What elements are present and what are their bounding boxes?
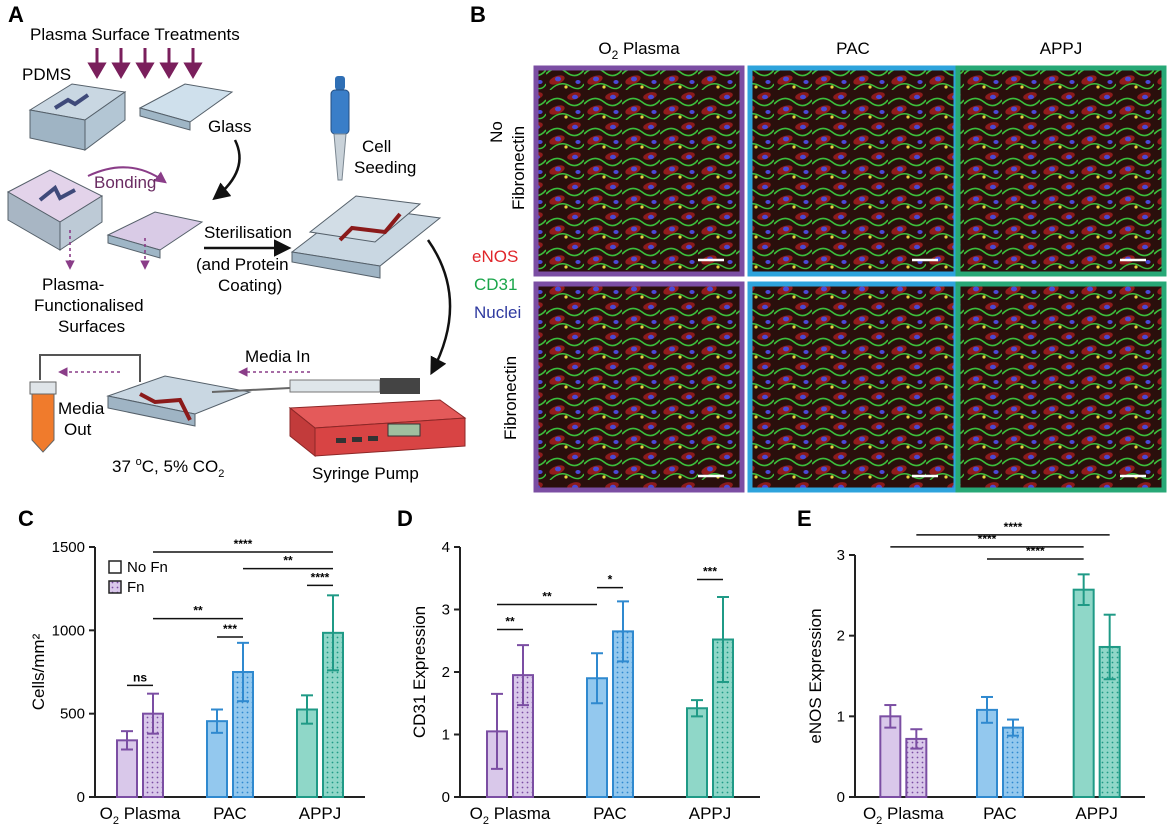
panel-letter-b: B (470, 2, 486, 27)
incubated-chip-illustration (106, 375, 291, 427)
x-tick-label: APPJ (1075, 804, 1118, 823)
significance-label: ** (193, 604, 203, 618)
panel-letter-d: D (397, 506, 413, 531)
x-tick-label: O2 Plasma (100, 804, 181, 827)
panel-letter-e: E (797, 506, 812, 531)
significance-label: *** (703, 565, 717, 579)
legend-swatch (108, 580, 122, 594)
x-tick-label: PAC (983, 804, 1017, 823)
row-label-no-fn-line2: Fibronectin (509, 126, 528, 210)
x-tick-label: PAC (593, 804, 627, 823)
row-label-no-fn-line1: No (487, 121, 506, 143)
plasma-treatments-title: Plasma Surface Treatments (30, 25, 240, 44)
significance-label: *** (223, 622, 237, 636)
x-tick-label: O2 Plasma (470, 804, 551, 827)
y-tick-label: 3 (442, 602, 450, 619)
legend-label: Fn (127, 579, 145, 596)
micrograph-0-0 (533, 65, 745, 277)
significance-label: **** (311, 570, 330, 584)
significance-label: **** (1004, 520, 1023, 534)
panel-a-schematic: A Plasma Surface Treatments PDMS Glass B… (6, 2, 467, 483)
y-tick-label: 1 (837, 708, 845, 725)
media-in-label: Media In (245, 347, 310, 366)
seeding-line2: Seeding (354, 158, 416, 177)
micrograph-2-1 (955, 281, 1167, 493)
y-tick-label: 2 (837, 628, 845, 645)
panel-letter-a: A (8, 2, 24, 27)
y-tick-label: 1000 (52, 622, 85, 639)
seeded-chip-illustration (290, 195, 442, 279)
micrograph-2-0 (955, 65, 1167, 277)
y-tick-label: 0 (77, 789, 85, 806)
pdms-label: PDMS (22, 65, 71, 84)
incubation-label: 37 oC, 5% CO2 (112, 456, 224, 480)
chart-cells-per-mm2: C 0 500 1000 1500 Cells/mm² O2 Plasma PAC APPJ ns… (18, 506, 365, 827)
chart-enos-expression: E 0 1 2 3 eNOS Expression O2 Plasma PAC APPJ ****… (797, 506, 1145, 827)
pdms-chip-illustration (28, 83, 127, 151)
column-header-0: O2 Plasma (598, 39, 680, 62)
significance-label: **** (978, 532, 997, 546)
plasma-arrows (87, 48, 203, 79)
media-tube-illustration (29, 381, 57, 453)
coating-line1: (and Protein (196, 255, 289, 274)
legend-enos: eNOS (472, 247, 518, 266)
legend-swatch (108, 560, 122, 574)
plasma-glass-illustration (106, 211, 204, 259)
column-header-1: PAC (836, 39, 870, 58)
functionalised-line2: Functionalised (34, 296, 144, 315)
significance-label: ** (505, 615, 515, 629)
significance-label: **** (1026, 544, 1045, 558)
y-tick-label: 0 (837, 789, 845, 806)
syringe-pump-label: Syringe Pump (312, 464, 419, 483)
y-tick-label: 3 (837, 547, 845, 564)
bar (686, 707, 708, 798)
bar (1002, 726, 1024, 798)
y-tick-label: 1500 (52, 539, 85, 556)
x-tick-label: O2 Plasma (863, 804, 944, 827)
coating-line2: Coating) (218, 276, 282, 295)
functionalised-line1: Plasma- (42, 275, 104, 294)
y-axis-label: CD31 Expression (410, 606, 429, 738)
y-tick-label: 500 (60, 706, 85, 723)
micrograph-1-0 (747, 65, 959, 277)
significance-label: **** (234, 537, 253, 551)
micrograph-1-1 (747, 281, 959, 493)
row-label-fn: Fibronectin (501, 356, 520, 440)
significance-label: ** (542, 590, 552, 604)
seeding-line1: Cell (362, 137, 391, 156)
media-out-line2: Out (64, 420, 92, 439)
syringe-pump-illustration (288, 378, 467, 458)
significance-label: ns (133, 670, 147, 684)
y-tick-label: 1 (442, 727, 450, 744)
x-tick-label: APPJ (299, 804, 342, 823)
legend-cd31: CD31 (474, 275, 517, 294)
bar (1072, 588, 1095, 799)
y-axis-label: eNOS Expression (806, 608, 825, 743)
bonding-chip-illustration (6, 169, 104, 251)
significance-label: ** (283, 554, 293, 568)
glass-slide-illustration (138, 83, 234, 131)
pipette-illustration (330, 76, 350, 181)
y-tick-label: 4 (442, 539, 450, 556)
legend-nuclei: Nuclei (474, 303, 521, 322)
column-header-2: APPJ (1040, 39, 1083, 58)
significance-label: * (608, 573, 613, 587)
y-axis-label: Cells/mm² (29, 633, 48, 710)
x-tick-label: PAC (213, 804, 247, 823)
glass-label: Glass (208, 117, 251, 136)
legend-label: No Fn (127, 559, 168, 576)
panel-letter-c: C (18, 506, 34, 531)
y-tick-label: 2 (442, 664, 450, 681)
panel-b-micrographs: B O2 Plasma PAC APPJ No Fibronectin Fibron… (470, 2, 1167, 493)
functionalised-line3: Surfaces (58, 317, 125, 336)
x-tick-label: APPJ (689, 804, 732, 823)
micrograph-0-1 (533, 281, 745, 493)
sterilisation-label: Sterilisation (204, 223, 292, 242)
media-out-line1: Media (58, 399, 105, 418)
bonding-label: Bonding (94, 173, 156, 192)
y-tick-label: 0 (442, 789, 450, 806)
